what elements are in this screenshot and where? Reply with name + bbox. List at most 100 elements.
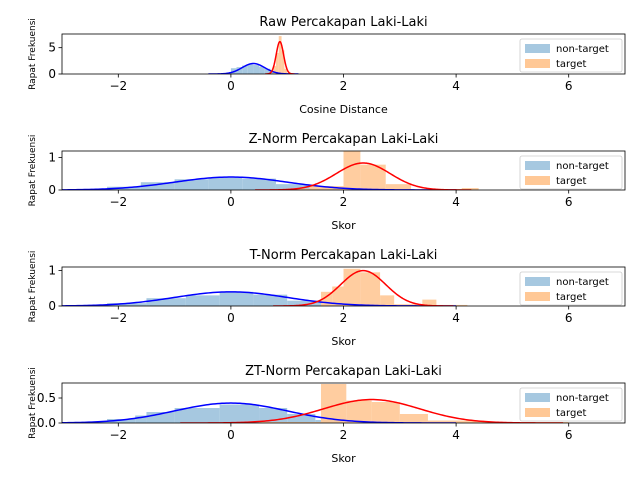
x-tick-label: 2 [340,195,348,209]
x-tick-label: −2 [109,311,127,325]
legend-label-nontarget: non-target [556,277,609,288]
nontarget-bar [253,294,288,306]
chart-title: Z-Norm Percakapan Laki-Laki [249,132,439,147]
nontarget-bar [247,64,254,74]
target-bar [422,299,437,306]
x-axis-label: Skor [331,219,356,232]
legend-label-target: target [556,176,586,187]
x-tick-label: 4 [452,428,460,442]
legend-swatch-target [525,408,550,417]
x-tick-label: −2 [109,195,127,209]
legend-label-target: target [556,59,586,70]
legend-label-target: target [556,408,586,419]
target-bar [275,52,279,74]
legend-swatch-target [525,176,550,185]
plot-area [62,268,468,306]
target-bar [380,295,395,306]
nontarget-bar [287,414,316,423]
y-tick-label: 0 [48,67,56,81]
nontarget-bar [236,67,243,74]
target-bar [427,420,485,423]
target-bar [309,186,344,190]
x-tick-label: 6 [565,79,573,93]
x-tick-label: 0 [227,79,235,93]
panel-1 [58,33,626,78]
x-tick-label: 2 [340,428,348,442]
target-density-curve [265,40,295,74]
x-tick-label: 4 [452,195,460,209]
target-bar [399,414,428,423]
x-tick-label: 0 [227,428,235,442]
nontarget-bar [242,65,248,74]
x-tick-label: −2 [109,79,127,93]
panel-3 [58,266,626,310]
target-bar [343,151,361,190]
nontarget-bar [174,408,220,423]
y-axis-label: Rapat Frekuensi [28,18,38,90]
nontarget-density-curve [62,402,457,423]
nontarget-bar [264,68,271,74]
x-axis-label: Skor [331,452,356,465]
legend-swatch-nontarget [525,277,550,286]
legend-swatch-target [525,292,550,301]
x-tick-label: 2 [340,311,348,325]
target-bar [259,422,321,423]
y-axis-label: Rapat Frekuensi [28,367,38,439]
nontarget-bar [219,404,260,423]
y-tick-label: 0.5 [37,391,56,405]
x-tick-label: 6 [565,311,573,325]
y-tick-label: 5 [48,41,56,55]
nontarget-bar [135,415,147,423]
legend-swatch-target [525,59,550,68]
x-tick-label: −2 [109,428,127,442]
target-bar [278,36,282,74]
y-axis-label: Rapat Frekuensi [28,251,38,323]
x-tick-label: 0 [227,311,235,325]
nontarget-bar [146,412,175,423]
x-axis-label: Cosine Distance [299,103,388,116]
target-bar [320,291,333,306]
plot-area [62,151,479,190]
x-tick-label: 0 [227,195,235,209]
target-bar [332,286,344,306]
nontarget-bar [275,184,310,190]
nontarget-bar [287,300,321,306]
x-tick-label: 6 [565,428,573,442]
target-bar [461,188,479,190]
y-tick-label: 1 [48,264,56,278]
nontarget-bar [253,65,260,74]
target-bar [394,304,423,306]
x-tick-label: 2 [340,79,348,93]
legend-swatch-nontarget [525,161,550,170]
target-density-curve [273,269,454,306]
chart-title: Raw Percakapan Laki-Laki [259,15,427,30]
chart-title: ZT-Norm Percakapan Laki-Laki [245,364,442,379]
legend-label-target: target [556,292,586,303]
x-tick-label: 6 [565,195,573,209]
nontarget-bar [107,303,147,306]
nontarget-bar [185,295,220,306]
legend-label-nontarget: non-target [556,393,609,404]
target-bar [281,50,285,74]
chart-title: T-Norm Percakapan Laki-Laki [249,248,438,263]
nontarget-density-curve [62,291,457,306]
y-tick-label: 0.0 [37,416,56,430]
target-bar [346,400,372,423]
x-tick-label: 4 [452,79,460,93]
target-bar [360,272,381,306]
nontarget-bar [107,419,136,423]
y-tick-label: 0 [48,183,56,197]
y-tick-label: 1 [48,151,56,165]
target-density-curve [255,162,472,190]
plot-area [208,36,299,74]
nontarget-bar [208,177,243,190]
target-density-curve [180,398,564,423]
legend-swatch-nontarget [525,393,550,402]
nontarget-bar [146,298,186,306]
nontarget-bar [259,66,265,74]
target-bar [273,66,276,74]
nontarget-bar [242,178,276,190]
target-bar [284,68,288,74]
nontarget-bar [219,291,254,306]
